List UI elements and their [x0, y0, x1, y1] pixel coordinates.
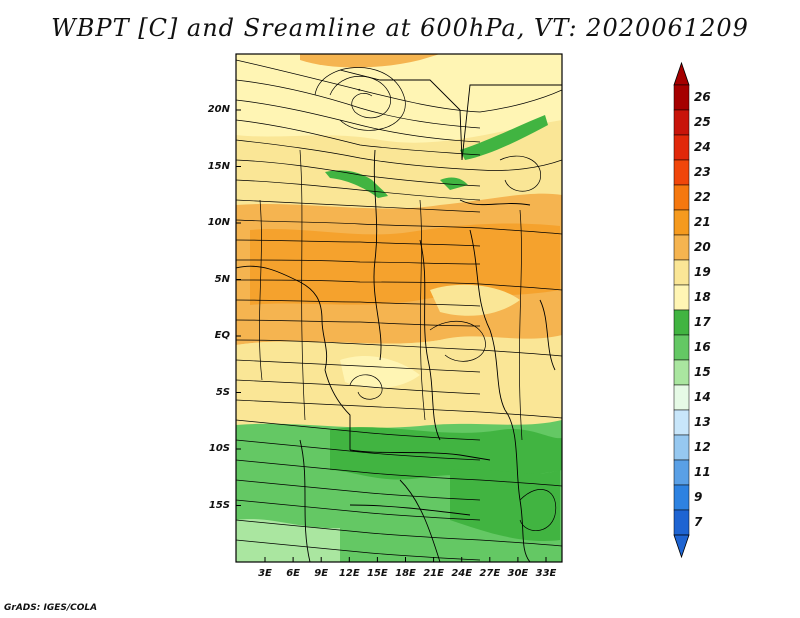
colorbar-segment — [673, 209, 690, 236]
colorbar-segment — [673, 309, 690, 336]
map-title: WBPT [C] and Sreamline at 600hPa, VT: 20… — [51, 14, 749, 42]
lon-label: 12E — [338, 568, 360, 579]
colorbar-segment — [673, 459, 690, 486]
legend-label: 15 — [694, 364, 711, 379]
legend-label: 19 — [694, 264, 711, 279]
lat-label: 5S — [215, 386, 230, 398]
legend-label: 23 — [694, 164, 711, 179]
lon-label: 18E — [395, 568, 416, 579]
legend-label: 24 — [694, 139, 711, 154]
legend-label: 20 — [694, 239, 711, 254]
legend-label: 7 — [694, 514, 703, 529]
colorbar-segment — [673, 509, 690, 536]
colorbar-segment — [673, 84, 690, 111]
colorbar-segment — [673, 234, 690, 261]
legend-label: 12 — [694, 439, 711, 454]
lat-label: 10S — [208, 443, 230, 454]
lon-label: 21E — [423, 568, 444, 579]
legend-label: 21 — [694, 214, 711, 229]
lat-label: 15N — [207, 160, 230, 172]
colorbar-segment — [673, 184, 690, 211]
colorbar-segment — [673, 284, 690, 311]
streamlines — [236, 59, 562, 561]
legend-label: 22 — [694, 189, 711, 204]
legend-label: 25 — [694, 114, 711, 129]
colorbar-segment — [673, 359, 690, 386]
lon-label: 30E — [507, 568, 529, 579]
colorbar-segment — [673, 384, 690, 411]
colorbar-segment — [673, 409, 690, 436]
lat-label: 5N — [214, 273, 230, 285]
lon-label: 27E — [479, 568, 501, 579]
legend-label: 18 — [694, 289, 711, 304]
lon-label: 24E — [451, 568, 473, 579]
lat-label: 15S — [208, 499, 230, 511]
wbpt-shading — [236, 54, 562, 562]
colorbar-max-triangle — [673, 61, 690, 86]
lon-label: 6E — [286, 568, 300, 579]
colorbar-segment — [673, 159, 690, 186]
lat-label: 20N — [207, 104, 230, 115]
lon-label: 9E — [314, 568, 329, 579]
lon-label: 15E — [367, 568, 388, 579]
colorbar-segment — [673, 434, 690, 461]
legend-label: 9 — [694, 489, 703, 504]
map-frame — [235, 53, 563, 563]
legend-label: 26 — [694, 89, 711, 104]
legend-label: 11 — [694, 464, 711, 479]
legend-label: 14 — [694, 389, 711, 404]
lon-label: 33E — [535, 568, 557, 579]
colorbar-segment — [673, 484, 690, 511]
legend-colorbar — [673, 61, 690, 559]
legend-label: 17 — [694, 314, 711, 329]
colorbar-segment — [673, 109, 690, 136]
colorbar-segment — [673, 259, 690, 286]
lat-label: EQ — [214, 330, 230, 341]
legend-label: 16 — [694, 339, 711, 354]
lat-label: 10N — [207, 217, 230, 228]
lon-label: 3E — [258, 568, 272, 579]
credit-text: GrADS: IGES/COLA — [4, 603, 98, 613]
colorbar-min-triangle — [673, 534, 690, 559]
colorbar-segment — [673, 134, 690, 161]
colorbar-segment — [673, 334, 690, 361]
legend-label: 13 — [694, 414, 711, 429]
country-borders — [236, 69, 562, 562]
